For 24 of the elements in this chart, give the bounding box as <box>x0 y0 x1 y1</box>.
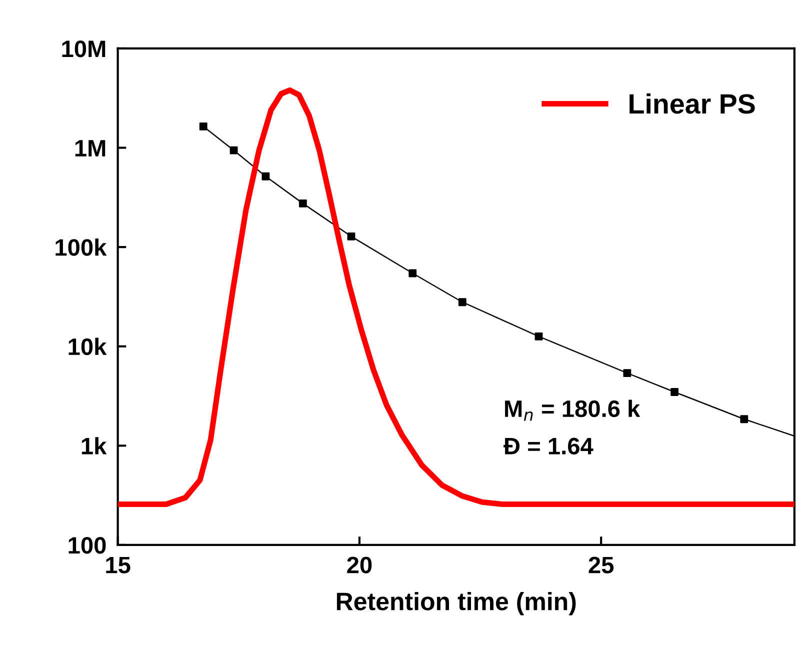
y-tick-label: 1k <box>82 437 107 454</box>
y-tick-label: 10k <box>68 338 107 356</box>
annotation: M$_{n}$ = 180.6 k <box>505 400 640 421</box>
point <box>623 369 632 378</box>
point <box>262 172 270 180</box>
point <box>534 332 543 340</box>
x-tick-label: 20 <box>347 556 372 574</box>
point <box>347 232 356 240</box>
point <box>458 298 466 306</box>
x-axis-title: Retention time (min) <box>336 592 576 616</box>
annotation: Đ = 1.64 <box>504 438 594 454</box>
point <box>740 415 748 424</box>
x-tick-label: 25 <box>588 556 614 574</box>
x-tick-label: 15 <box>106 556 130 574</box>
y-tick-label: 100k <box>56 238 107 256</box>
y-tick-label: 1M <box>75 140 106 156</box>
y-tick-label: 10M <box>62 40 106 58</box>
point <box>670 388 679 396</box>
point <box>230 146 238 154</box>
point <box>408 269 417 278</box>
legend-label: Linear PS <box>630 93 755 114</box>
point <box>199 122 208 130</box>
point <box>298 199 307 208</box>
y-tick-label: 100 <box>68 537 106 554</box>
